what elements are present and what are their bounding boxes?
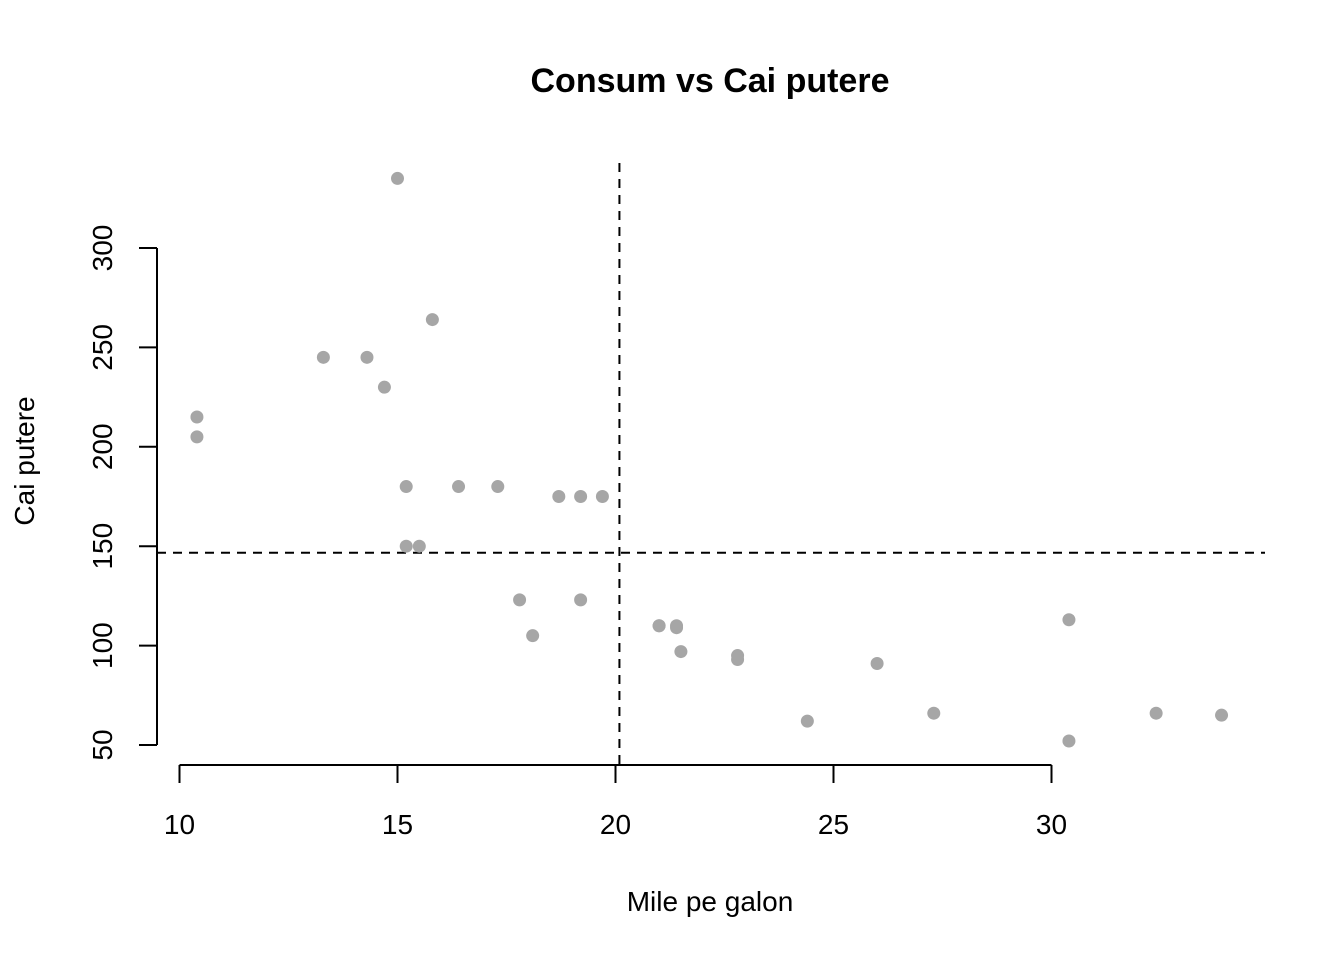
x-tick-label: 10 — [164, 809, 195, 840]
data-point — [190, 430, 204, 444]
data-point — [595, 490, 609, 503]
data-point — [425, 313, 439, 327]
data-point — [391, 171, 404, 185]
x-tick-label: 30 — [1036, 809, 1067, 840]
y-tick-label: 300 — [87, 225, 118, 272]
data-point — [513, 593, 527, 607]
x-axis-label: Mile pe galon — [627, 886, 794, 917]
data-point — [1062, 734, 1076, 748]
data-point — [1215, 708, 1229, 722]
data-point — [1149, 706, 1163, 720]
data-point — [377, 380, 391, 394]
data-point — [491, 480, 505, 494]
y-tick-label: 200 — [87, 423, 118, 470]
data-point — [574, 593, 588, 607]
data-point — [412, 539, 426, 553]
data-point — [526, 629, 540, 643]
y-tick-label: 100 — [87, 622, 118, 669]
data-point — [452, 480, 466, 494]
reference-lines — [157, 163, 1265, 765]
data-point — [316, 350, 330, 364]
data-point — [399, 480, 413, 494]
data-point — [399, 539, 413, 553]
data-point — [674, 645, 688, 659]
y-axis-label: Cai putere — [9, 396, 40, 525]
data-point — [870, 656, 884, 670]
data-point — [670, 621, 684, 635]
y-tick-label: 250 — [87, 324, 118, 371]
data-point — [552, 490, 566, 503]
data-point — [800, 714, 814, 728]
data-point — [574, 490, 588, 503]
x-tick-label: 15 — [382, 809, 413, 840]
data-point — [190, 410, 204, 424]
data-point — [652, 619, 666, 633]
data-points — [190, 171, 1229, 748]
y-tick-label: 50 — [87, 729, 118, 760]
chart-title: Consum vs Cai putere — [531, 62, 890, 100]
y-tick-label: 150 — [87, 523, 118, 570]
x-tick-label: 25 — [818, 809, 849, 840]
axes: 10 15 20 25 30 50 100 150 200 250 300 — [87, 225, 1067, 840]
data-point — [731, 649, 745, 663]
data-point — [1062, 613, 1076, 627]
x-tick-label: 20 — [600, 809, 631, 840]
data-point — [927, 706, 941, 720]
data-point — [360, 350, 374, 364]
